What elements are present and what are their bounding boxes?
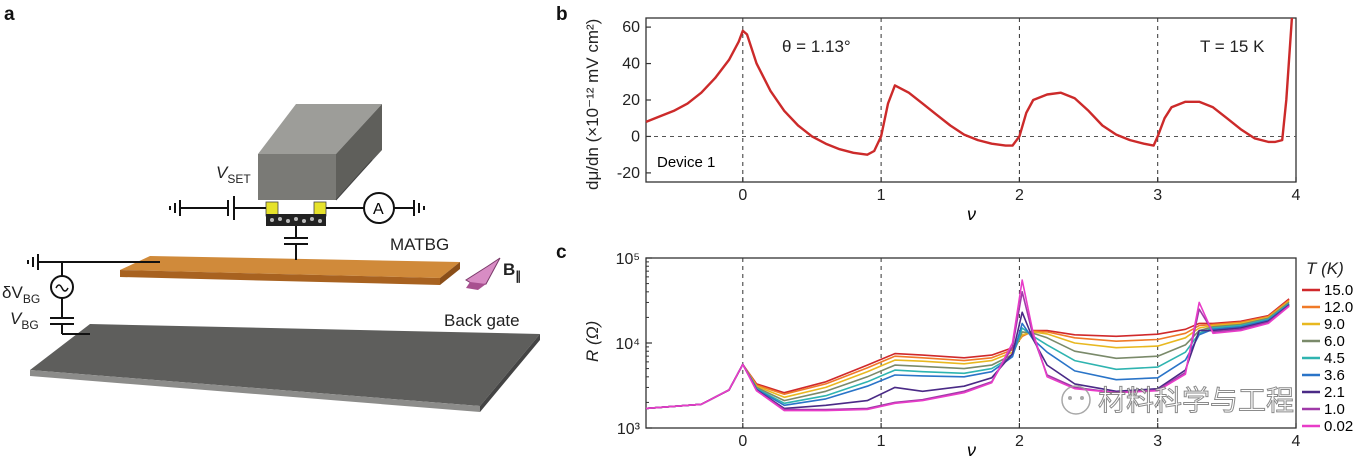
legend-label: 3.6 — [1324, 367, 1345, 384]
chart-c-xlabel: ν — [967, 440, 976, 460]
back-gate-label: Back gate — [444, 311, 520, 330]
chart-b-ytick-label: 40 — [622, 56, 640, 73]
legend-label: 12.0 — [1324, 299, 1353, 316]
chart-b-xlabel: ν — [967, 204, 976, 224]
chart-b-ytick-label: 20 — [622, 92, 640, 109]
legend-label: 6.0 — [1324, 333, 1345, 350]
panel-a-letter: a — [4, 4, 15, 25]
ammeter: A — [363, 192, 395, 224]
temperature-annotation: T = 15 K — [1200, 37, 1265, 56]
dvbg-label: δVBG — [2, 283, 40, 306]
circuit-wires — [27, 196, 425, 335]
chart-b-ytick-label: -20 — [617, 165, 640, 182]
chart-b-frame — [645, 17, 1297, 183]
chart-b-ticks: 0 1 2 3 4 -20 0 20 40 60 — [617, 19, 1301, 204]
chart-c-legend: 15.012.09.06.04.53.62.11.00.02 — [1302, 282, 1353, 435]
ac-source — [50, 275, 74, 299]
chart-b-ytick-label: 60 — [622, 19, 640, 36]
chart-b-ylabel: dμ/dn (×10⁻¹² mV cm²) — [583, 19, 602, 190]
theta-annotation: θ = 1.13° — [782, 37, 851, 56]
matbg-sample — [120, 256, 460, 285]
chart-c-xtick-label: 2 — [1015, 433, 1024, 450]
chart-b-xtick-label: 3 — [1153, 187, 1162, 204]
panel-b-letter: b — [556, 4, 568, 25]
chart-b-guides — [646, 18, 1296, 182]
device-annotation: Device 1 — [657, 154, 715, 171]
field-arrow-icon — [465, 257, 501, 290]
legend-title: T (K) — [1306, 259, 1344, 278]
vset-label: VSET — [216, 163, 251, 186]
vbg-label: VBG — [10, 309, 39, 332]
matbg-label: MATBG — [390, 235, 449, 254]
chart-c-series-line-0.02 — [645, 279, 1290, 412]
panel-b: b 0 1 2 3 4 -20 0 20 40 60 θ = 1.13° T = 15 K Dev… — [556, 4, 1301, 224]
chart-c-series — [645, 279, 1290, 412]
chart-c-xtick-label: 1 — [877, 433, 886, 450]
chart-c-ytick-label: 10⁵ — [616, 251, 640, 268]
legend-label: 9.0 — [1324, 316, 1345, 333]
legend-label: 4.5 — [1324, 350, 1345, 367]
chart-c-ylabel: R (Ω) — [583, 321, 602, 362]
svg-text:A: A — [373, 201, 384, 218]
chart-c-ytick-label: 10⁴ — [615, 336, 640, 353]
set-tip-block — [258, 104, 382, 201]
panel-c-letter: c — [556, 242, 567, 263]
field-label: B∥ — [503, 260, 521, 283]
chart-b-xtick-label: 4 — [1292, 187, 1301, 204]
legend-label: 15.0 — [1324, 282, 1353, 299]
chart-b-series-line — [645, 17, 1294, 156]
chart-b-ytick-label: 0 — [631, 128, 640, 145]
chart-c-ticks: 0 1 2 3 4 10³ 10⁴ 10⁵ — [615, 251, 1300, 450]
panel-c: c 0 1 2 3 4 10³ 10⁴ 10⁵ R (Ω) ν T (K) 15.012.09… — [556, 242, 1353, 460]
watermark-text: 材料科学与工程 — [1098, 385, 1294, 416]
chart-b-xtick-label: 2 — [1015, 187, 1024, 204]
chart-b-xtick-label: 0 — [738, 187, 747, 204]
set-contacts — [265, 201, 327, 226]
legend-label: 1.0 — [1324, 401, 1345, 418]
chart-c-ytick-label: 10³ — [617, 421, 641, 438]
watermark: 材料科学与工程 — [1061, 385, 1295, 417]
chart-b-xtick-label: 1 — [877, 187, 886, 204]
panel-a: a Back gate MATBG — [2, 4, 540, 412]
legend-label: 2.1 — [1324, 384, 1345, 401]
legend-label: 0.02 — [1324, 418, 1353, 435]
chart-b-series — [645, 17, 1294, 156]
chart-c-xtick-label: 3 — [1153, 433, 1162, 450]
chart-c-xtick-label: 4 — [1292, 433, 1301, 450]
chart-c-xtick-label: 0 — [738, 433, 747, 450]
back-gate-plate — [30, 324, 540, 412]
